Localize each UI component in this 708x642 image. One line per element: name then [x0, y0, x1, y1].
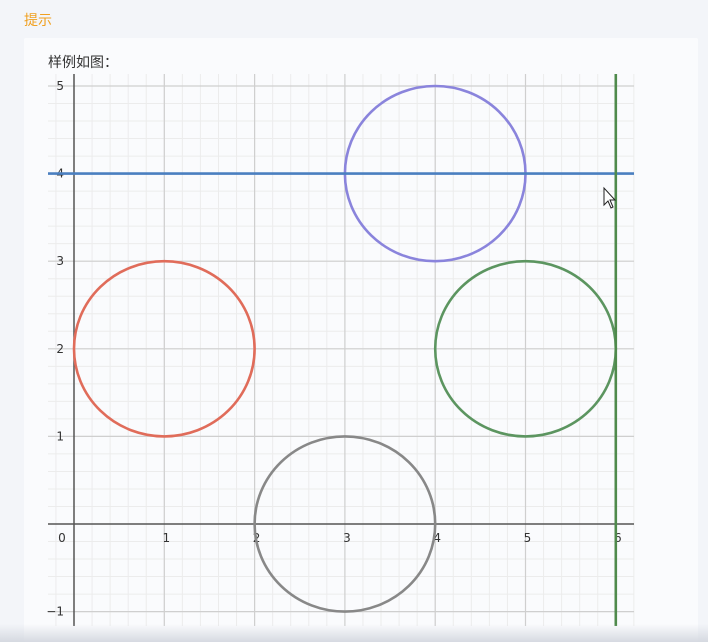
y-tick-label: 2 — [56, 342, 64, 356]
y-tick-label: 1 — [56, 429, 64, 443]
circle-shape — [72, 259, 256, 438]
x-tick-label: 4 — [433, 531, 441, 545]
y-tick-label: 5 — [56, 79, 64, 93]
x-tick-label: 3 — [343, 531, 351, 545]
hint-title: 提示 — [24, 13, 52, 29]
y-tick-label: −1 — [46, 605, 64, 619]
x-tick-label: 5 — [524, 531, 532, 545]
x-tick-label: 0 — [58, 531, 66, 545]
circle-shape — [253, 435, 437, 613]
x-tick-label: 6 — [614, 531, 622, 545]
x-tick-label: 1 — [162, 531, 170, 545]
y-tick-label: 3 — [56, 254, 64, 268]
cursor-icon — [603, 186, 617, 209]
example-caption: 样例如图： — [48, 55, 118, 71]
